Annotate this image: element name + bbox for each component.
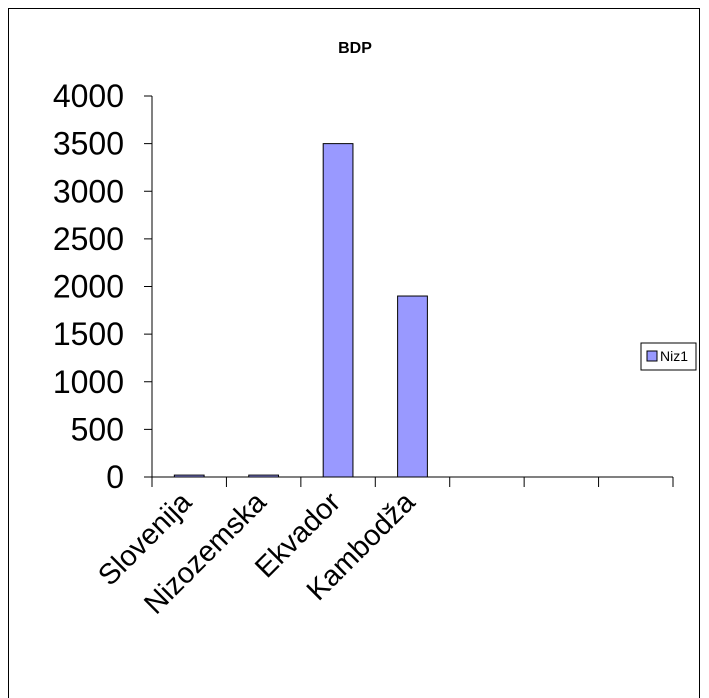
- chart-title: BDP: [338, 40, 372, 57]
- y-tick-label: 3000: [53, 173, 124, 209]
- y-tick-label: 1000: [53, 364, 124, 400]
- bar: [322, 143, 354, 478]
- bars: [173, 143, 428, 478]
- bar: [248, 474, 280, 478]
- chart-frame: [8, 8, 700, 698]
- legend-swatch: [646, 350, 658, 362]
- y-tick-label: 3500: [53, 126, 124, 162]
- y-tick-label: 4000: [53, 78, 124, 114]
- legend-label: Niz1: [660, 348, 688, 364]
- y-tick-label: 2000: [53, 269, 124, 305]
- bar: [397, 295, 428, 478]
- y-tick-labels: 0 500 1000 1500 2000 2500 3000 3500 4000: [53, 78, 124, 495]
- y-tick-label: 0: [106, 459, 124, 495]
- y-tick-label: 500: [71, 411, 124, 447]
- bar: [173, 474, 205, 478]
- y-tick-label: 1500: [53, 316, 124, 352]
- legend: Niz1: [640, 342, 697, 371]
- y-tick-label: 2500: [53, 221, 124, 257]
